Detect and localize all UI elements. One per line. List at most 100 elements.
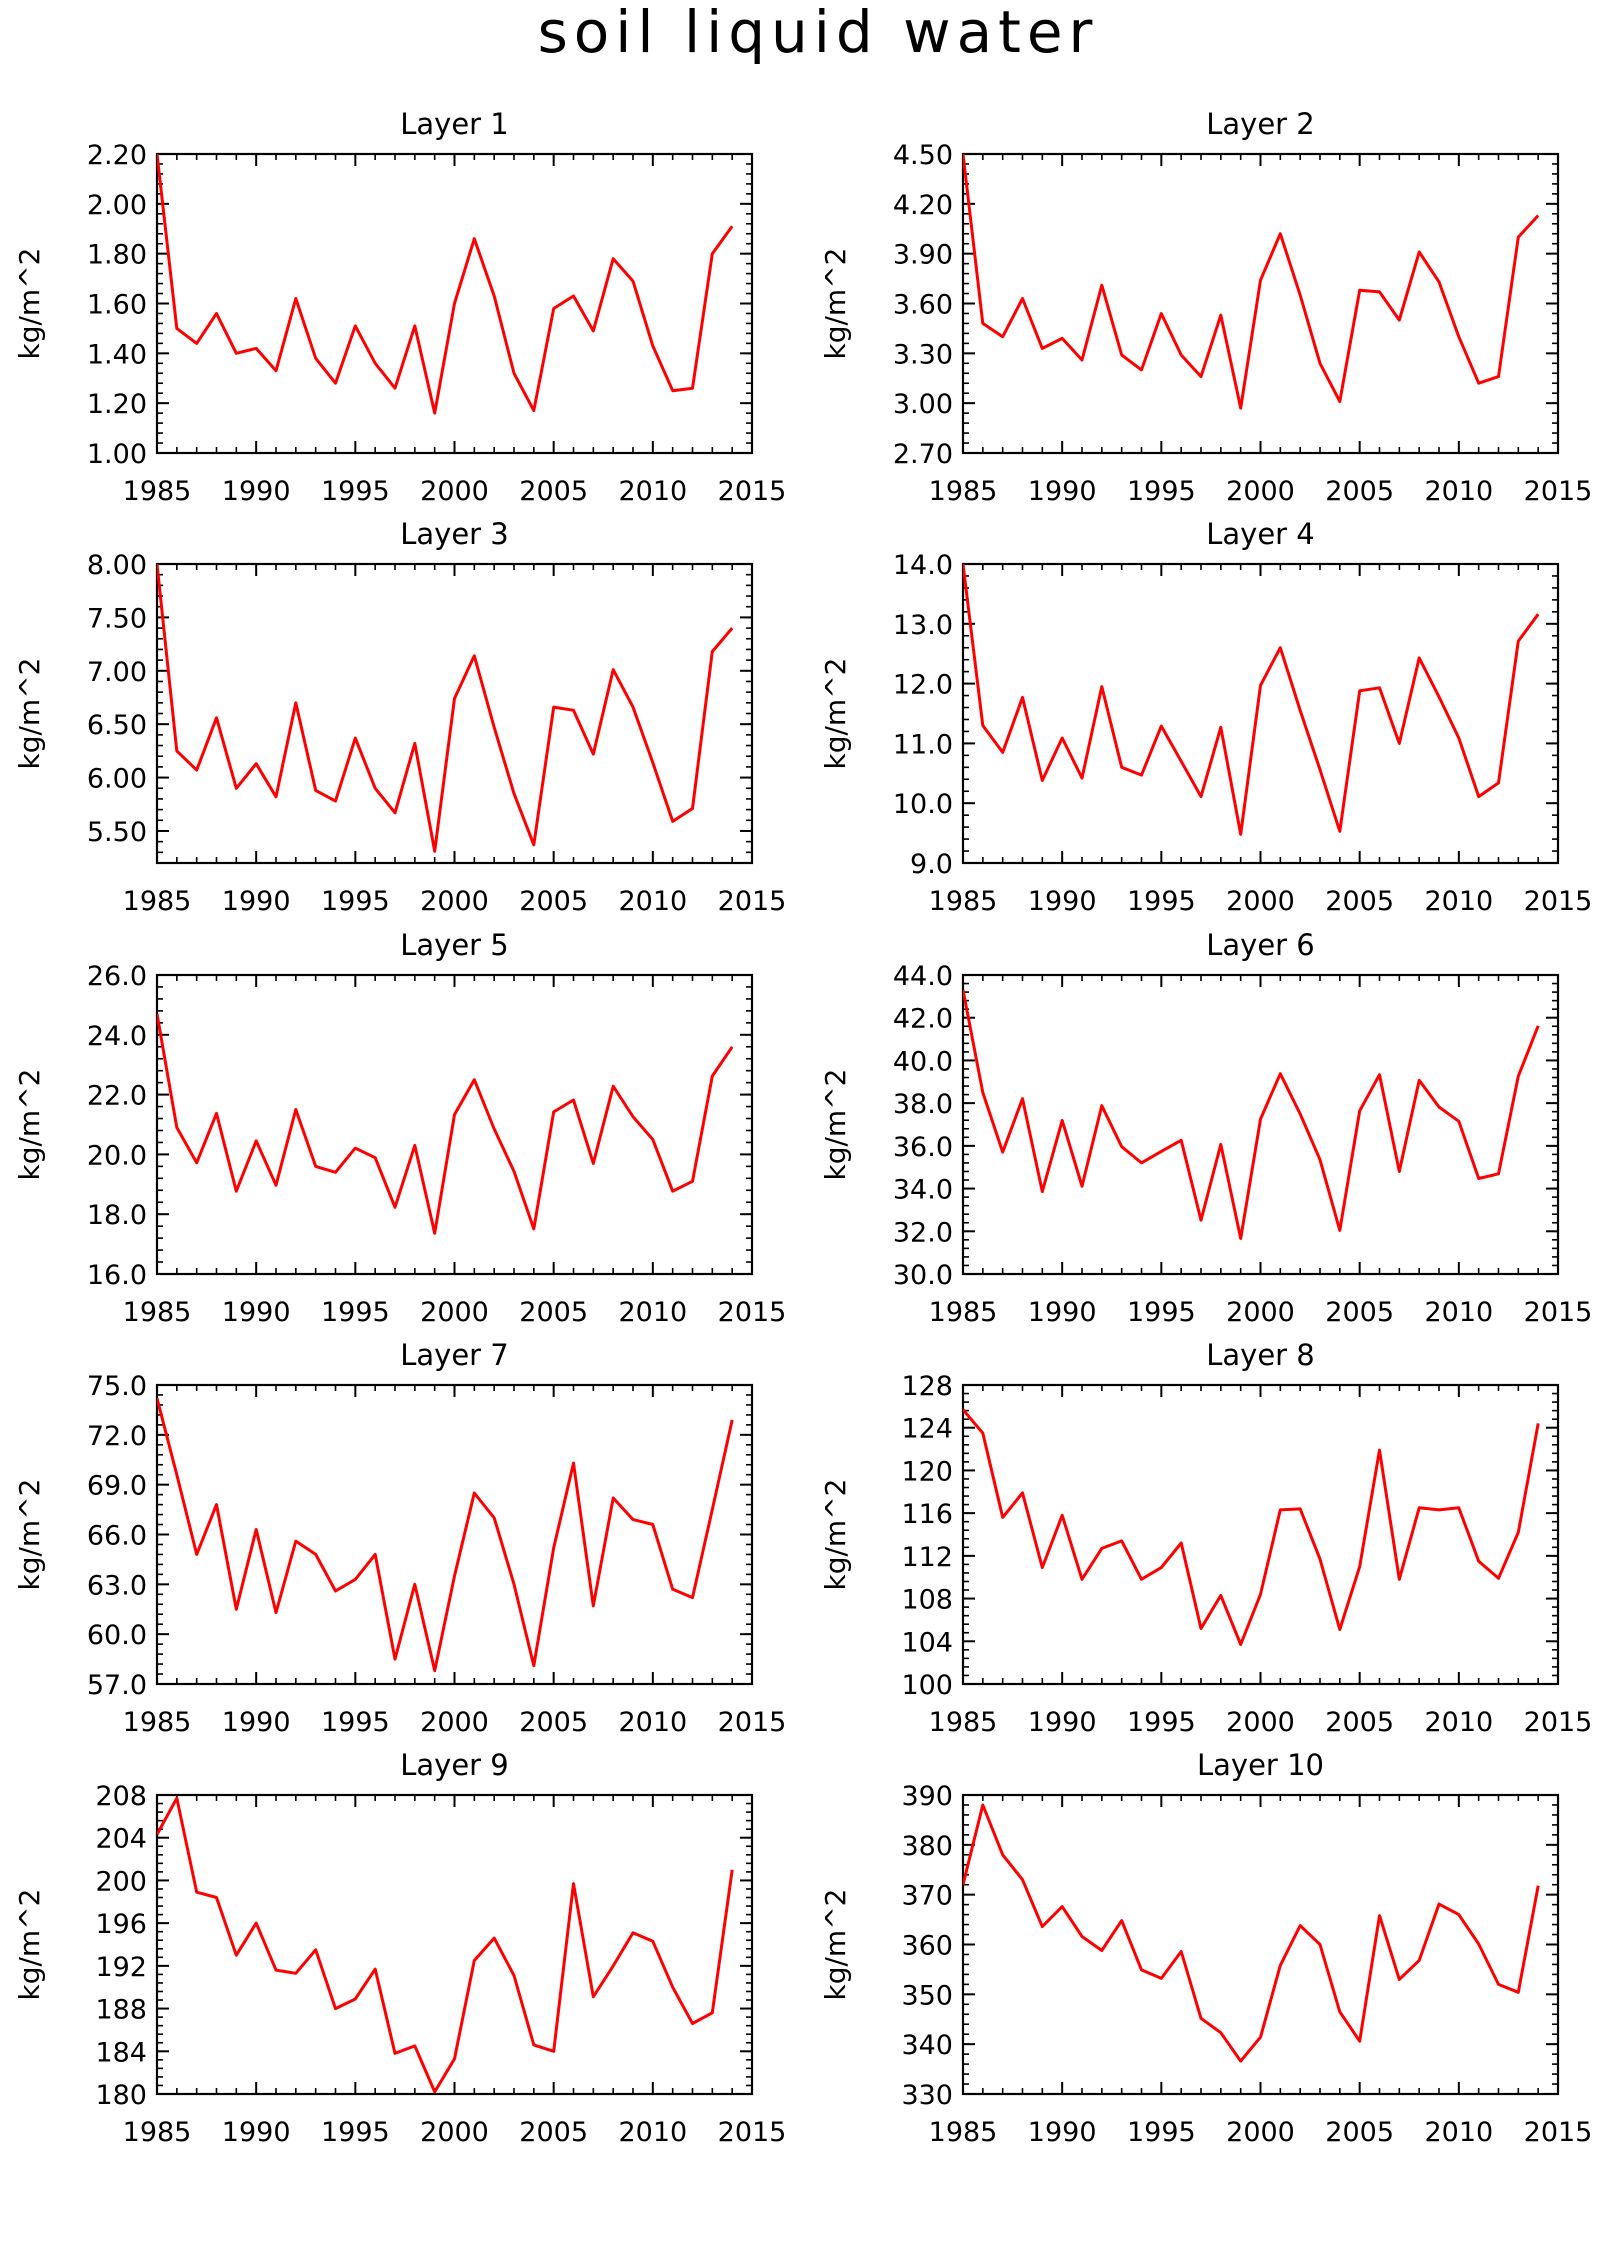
x-tick-label: 2015 — [1524, 1707, 1593, 1738]
y-axis-label: kg/m^2 — [13, 1889, 46, 2001]
y-tick-label: 1.00 — [87, 439, 147, 470]
y-tick-label: 2.70 — [893, 439, 953, 470]
x-tick-label: 1985 — [123, 886, 192, 917]
x-tick-label: 1995 — [1127, 1297, 1196, 1328]
y-axis-label: kg/m^2 — [13, 658, 46, 770]
x-tick-label: 2005 — [519, 2117, 588, 2148]
x-tick-label: 2005 — [1325, 886, 1394, 917]
x-tick-label: 2000 — [420, 1297, 489, 1328]
y-tick-label: 112 — [901, 1542, 953, 1573]
y-tick-label: 10.0 — [893, 789, 953, 820]
x-tick-label: 2000 — [420, 1707, 489, 1738]
x-tick-label: 1990 — [222, 476, 291, 507]
y-tick-label: 128 — [901, 1371, 953, 1402]
x-tick-label: 2015 — [718, 1297, 787, 1328]
x-tick-label: 2010 — [618, 1297, 687, 1328]
y-tick-label: 38.0 — [893, 1089, 953, 1120]
panel-title: Layer 4 — [1206, 517, 1315, 551]
x-tick-label: 2015 — [718, 1707, 787, 1738]
series-line — [157, 1013, 734, 1235]
x-tick-label: 1995 — [321, 886, 390, 917]
y-tick-label: 188 — [95, 1995, 147, 2026]
x-tick-label: 1995 — [321, 1297, 390, 1328]
y-tick-label: 180 — [95, 2080, 147, 2111]
plot-frame — [961, 152, 1560, 455]
y-tick-label: 340 — [901, 2030, 953, 2061]
y-tick-label: 34.0 — [893, 1175, 953, 1206]
y-tick-label: 3.00 — [893, 389, 953, 420]
x-tick-label: 1985 — [123, 476, 192, 507]
x-tick-label: 1990 — [1028, 1707, 1097, 1738]
series-line — [157, 1796, 734, 2094]
x-tick-label: 2010 — [1424, 1297, 1493, 1328]
y-tick-label: 24.0 — [87, 1021, 147, 1052]
y-tick-label: 4.20 — [893, 190, 953, 221]
y-tick-label: 6.00 — [87, 764, 147, 795]
chart-panel-3: Layer 3 kg/m^2 1985 1990 1995 2000 2005 2010 201… — [13, 517, 786, 917]
x-tick-label: 2010 — [1424, 476, 1493, 507]
x-tick-label: 2015 — [718, 886, 787, 917]
y-tick-label: 184 — [95, 2037, 147, 2068]
panel-title: Layer 1 — [400, 107, 509, 141]
y-tick-label: 1.80 — [87, 240, 147, 271]
y-axis-label: kg/m^2 — [819, 1889, 852, 2001]
y-tick-label: 104 — [901, 1627, 953, 1658]
x-tick-label: 1995 — [1127, 2117, 1196, 2148]
x-tick-label: 2000 — [420, 476, 489, 507]
x-tick-label: 1995 — [321, 476, 390, 507]
x-tick-label: 1990 — [1028, 2117, 1097, 2148]
x-tick-label: 1990 — [222, 886, 291, 917]
plot-frame — [155, 1793, 754, 2096]
y-axis-label: kg/m^2 — [819, 248, 852, 360]
x-tick-label: 2005 — [519, 1297, 588, 1328]
y-tick-label: 1.20 — [87, 389, 147, 420]
chart-panel-8: Layer 8 kg/m^2 1985 1990 1995 2000 2005 2010 201… — [819, 1338, 1592, 1738]
x-tick-label: 1990 — [222, 2117, 291, 2148]
panel-title: Layer 10 — [1197, 1748, 1324, 1782]
chart-panel-5: Layer 5 kg/m^2 1985 1990 1995 2000 2005 2010 201… — [13, 928, 786, 1328]
y-tick-label: 330 — [901, 2080, 953, 2111]
y-tick-label: 100 — [901, 1670, 953, 1701]
x-tick-label: 2010 — [618, 1707, 687, 1738]
y-axis-label: kg/m^2 — [819, 1069, 852, 1181]
y-tick-label: 380 — [901, 1831, 953, 1862]
panel-title: Layer 3 — [400, 517, 509, 551]
x-tick-label: 2000 — [1226, 2117, 1295, 2148]
y-tick-label: 360 — [901, 1931, 953, 1962]
x-tick-label: 2005 — [519, 886, 588, 917]
chart-panel-6: Layer 6 kg/m^2 1985 1990 1995 2000 2005 2010 201… — [819, 928, 1592, 1328]
y-tick-label: 108 — [901, 1585, 953, 1616]
y-tick-label: 22.0 — [87, 1081, 147, 1112]
y-axis-label: kg/m^2 — [819, 658, 852, 770]
y-tick-label: 200 — [95, 1866, 147, 1897]
y-tick-label: 2.20 — [87, 140, 147, 171]
x-tick-label: 1990 — [1028, 1297, 1097, 1328]
y-tick-label: 36.0 — [893, 1132, 953, 1163]
y-tick-label: 196 — [95, 1909, 147, 1940]
y-tick-label: 6.50 — [87, 710, 147, 741]
x-tick-label: 1990 — [222, 1707, 291, 1738]
y-tick-label: 116 — [901, 1499, 953, 1530]
x-tick-label: 1990 — [222, 1297, 291, 1328]
x-tick-label: 1985 — [123, 1297, 192, 1328]
panels-container: Layer 1 kg/m^2 1985 1990 1995 2000 2005 2010 201… — [13, 107, 1592, 2148]
y-tick-label: 9.0 — [910, 849, 953, 880]
y-tick-label: 44.0 — [893, 961, 953, 992]
series-line — [157, 563, 734, 853]
plot-frame — [961, 562, 1560, 865]
series-line — [157, 153, 734, 415]
chart-panel-7: Layer 7 kg/m^2 1985 1990 1995 2000 2005 2010 201… — [13, 1338, 786, 1738]
series-line — [963, 989, 1540, 1240]
plot-frame — [155, 973, 754, 1276]
x-tick-label: 1990 — [1028, 476, 1097, 507]
y-tick-label: 208 — [95, 1781, 147, 1812]
y-tick-label: 192 — [95, 1952, 147, 1983]
y-tick-label: 13.0 — [893, 610, 953, 641]
y-tick-label: 11.0 — [893, 729, 953, 760]
x-tick-label: 1985 — [929, 886, 998, 917]
y-tick-label: 20.0 — [87, 1140, 147, 1171]
series-line — [157, 1397, 734, 1673]
y-tick-label: 60.0 — [87, 1620, 147, 1651]
figure-title: soil liquid water — [538, 0, 1099, 66]
x-tick-label: 2005 — [1325, 476, 1394, 507]
